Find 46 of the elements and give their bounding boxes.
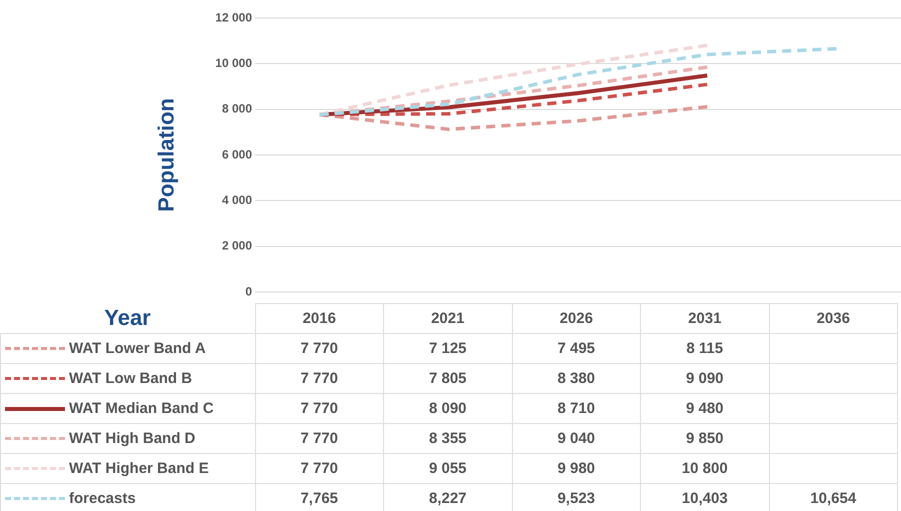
x-tick-label: 2021 [384, 304, 512, 333]
data-label: 8,227 [384, 483, 512, 511]
legend-label: WAT Median Band C [0, 393, 255, 423]
y-tick-label: 12 000 [215, 10, 252, 24]
y-tick-label: 0 [245, 284, 252, 298]
data-label: 9,523 [512, 483, 640, 511]
data-label: 9 055 [384, 453, 512, 483]
y-axis-title: Population [153, 98, 178, 212]
data-label: 7 125 [384, 333, 512, 363]
data-label: 9 480 [640, 393, 769, 423]
y-tick-label: 2 000 [222, 238, 252, 253]
data-label: 7 770 [255, 393, 384, 423]
legend-label: forecasts [0, 483, 255, 511]
y-tick-label: 10 000 [215, 56, 252, 70]
data-label: 10,654 [769, 483, 898, 511]
x-tick-label: 2036 [769, 304, 898, 333]
y-tick-label: 8 000 [222, 102, 252, 116]
data-label: 7 770 [255, 363, 384, 393]
data-label: 7 770 [255, 333, 384, 363]
legend-label: WAT High Band D [0, 423, 255, 453]
legend-label: WAT Low Band B [0, 363, 255, 393]
data-label: 9 980 [512, 453, 640, 483]
data-label: 9 040 [512, 423, 640, 453]
y-tick-label: 4 000 [222, 192, 252, 207]
data-label: 10 800 [640, 453, 769, 483]
data-label: 8 355 [384, 423, 512, 453]
data-label: 9 850 [640, 423, 769, 453]
data-label: 7 495 [512, 333, 640, 363]
data-label: 8 090 [384, 393, 512, 423]
data-label: 8 115 [640, 333, 769, 363]
legend-label: WAT Lower Band A [0, 333, 255, 363]
x-tick-label: 2016 [255, 304, 384, 333]
x-axis-title: Year [103, 304, 152, 332]
line-series [318, 46, 838, 116]
x-tick-label: 2031 [640, 304, 769, 333]
data-label: 7 770 [255, 423, 384, 453]
data-label: 7 805 [384, 363, 512, 393]
legend-label: WAT Higher Band E [0, 453, 255, 483]
data-label: 10,403 [640, 483, 769, 511]
x-tick-label: 2026 [512, 304, 640, 333]
data-label: 7 770 [255, 453, 384, 483]
data-label: 7,765 [255, 483, 384, 511]
data-label: 8 380 [512, 363, 640, 393]
data-label: 8 710 [512, 393, 640, 423]
data-label: 9 090 [640, 363, 769, 393]
y-tick-label: 6 000 [222, 147, 252, 162]
